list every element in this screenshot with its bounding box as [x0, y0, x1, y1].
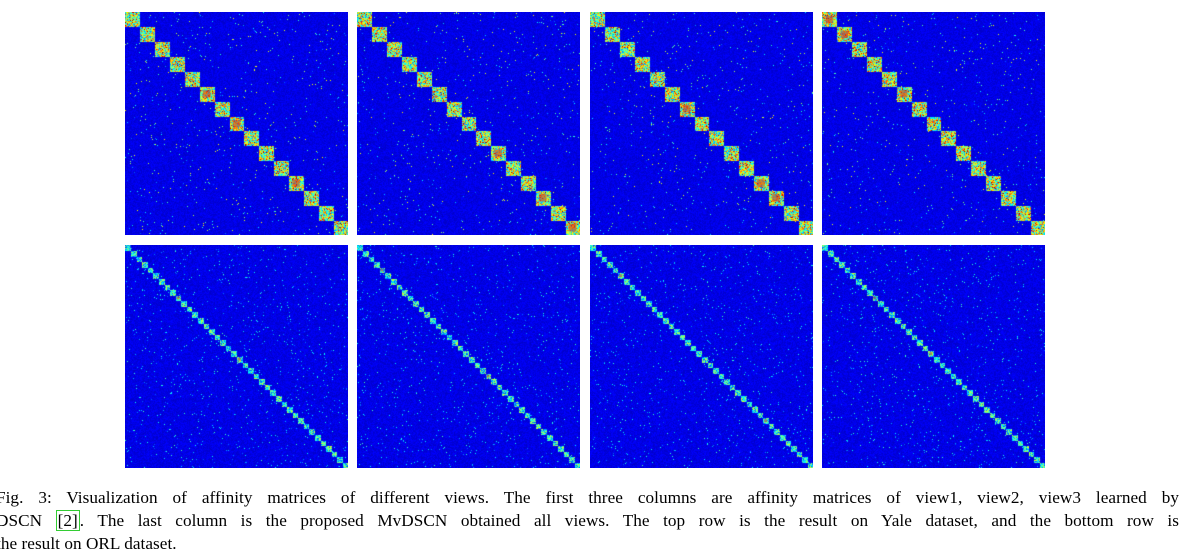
caption-line-2: DSCN [2]. The last column is the propose… — [0, 509, 1179, 532]
matrix-canvas — [357, 12, 580, 235]
affinity-matrix-yale-view2 — [357, 12, 580, 235]
caption-line-2-end: . The last column is the proposed MvDSCN… — [79, 511, 1179, 530]
figure-caption: Fig. 3: Visualization of affinity matric… — [0, 486, 1179, 555]
caption-line-2-start: DSCN — [0, 511, 56, 530]
affinity-matrix-orl-view3 — [590, 245, 813, 468]
matrix-canvas — [125, 12, 348, 235]
caption-line-3: the result on ORL dataset. — [0, 534, 177, 553]
affinity-matrix-yale-view1 — [125, 12, 348, 235]
matrix-canvas — [822, 245, 1045, 468]
affinity-matrix-yale-mvdscn — [822, 12, 1045, 235]
affinity-matrix-orl-view1 — [125, 245, 348, 468]
caption-line-1: Fig. 3: Visualization of affinity matric… — [0, 488, 1179, 507]
figure-grid — [125, 12, 1045, 468]
affinity-matrix-yale-view3 — [590, 12, 813, 235]
matrix-canvas — [590, 245, 813, 468]
matrix-canvas — [822, 12, 1045, 235]
matrix-canvas — [125, 245, 348, 468]
affinity-matrix-orl-mvdscn — [822, 245, 1045, 468]
matrix-canvas — [357, 245, 580, 468]
citation-link[interactable]: [2] — [55, 510, 80, 531]
affinity-matrix-orl-view2 — [357, 245, 580, 468]
matrix-canvas — [590, 12, 813, 235]
